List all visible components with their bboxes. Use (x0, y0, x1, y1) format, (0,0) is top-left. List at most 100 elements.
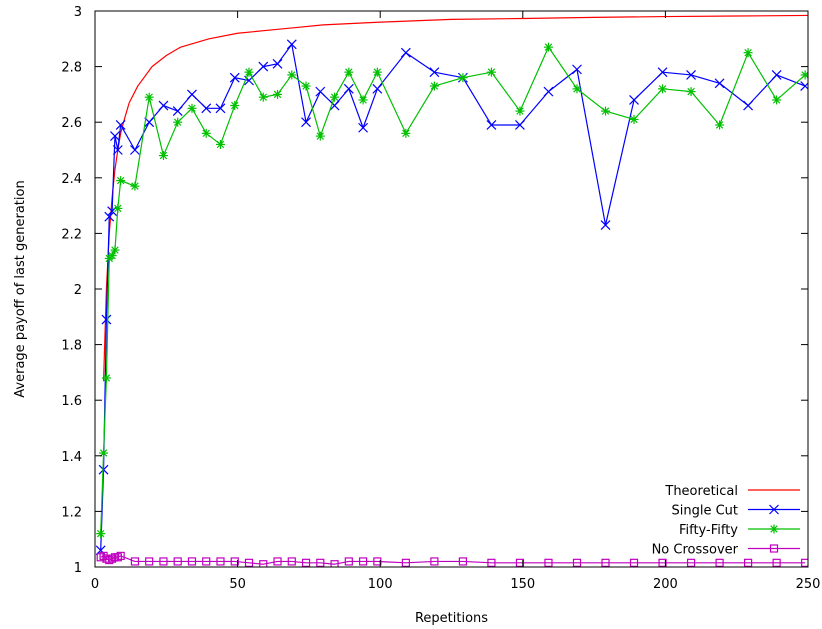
fifty-fifty-point (230, 101, 240, 111)
x-tick-label: 150 (510, 577, 535, 592)
no-crossover-point (130, 557, 140, 566)
single-cut-point (258, 61, 269, 72)
no-crossover-point (401, 558, 410, 567)
y-tick-label: 1.8 (61, 339, 82, 354)
single-cut-point (358, 122, 369, 133)
no-crossover-point (159, 557, 168, 566)
single-cut-point (657, 67, 668, 78)
no-crossover-point (102, 554, 111, 563)
x-tick-label: 100 (368, 577, 393, 592)
no-crossover-point (330, 560, 339, 567)
fifty-fifty-point (658, 84, 668, 94)
fifty-fifty-point (486, 67, 496, 77)
fifty-fifty-point (515, 106, 525, 116)
legend-label: Theoretical (664, 484, 738, 499)
fifty-fifty-point (629, 114, 639, 124)
fifty-fifty-point (287, 70, 297, 80)
y-tick-label: 2.4 (61, 172, 82, 187)
fifty-fifty-point (401, 128, 411, 138)
single-cut-point (158, 100, 169, 111)
no-crossover-line (100, 555, 806, 565)
series-theoretical (102, 14, 808, 381)
fifty-fifty-point (187, 103, 197, 113)
fifty-fifty-point (113, 203, 123, 213)
y-tick-label: 1.6 (61, 394, 82, 409)
legend-label: Single Cut (671, 504, 738, 519)
series-layer (95, 14, 808, 567)
legend-item-no-crossover: No Crossover (652, 543, 800, 558)
no-crossover-point (658, 558, 667, 567)
fifty-fifty-point (130, 181, 140, 191)
fifty-fifty-point (215, 139, 225, 149)
single-cut-point (130, 145, 140, 155)
no-crossover-point (358, 557, 368, 566)
no-crossover-point (301, 558, 311, 567)
fifty-fifty-point (330, 92, 340, 102)
no-crossover-point (259, 560, 268, 567)
x-tick-label: 200 (653, 577, 678, 592)
no-crossover-point (202, 557, 211, 566)
single-cut-point (187, 89, 197, 100)
no-crossover-point (96, 553, 105, 562)
single-cut-point (372, 83, 383, 94)
legend-marker (769, 504, 779, 515)
theoretical-line (102, 14, 808, 381)
no-crossover-point (145, 557, 154, 566)
fifty-fifty-point (686, 87, 696, 97)
single-cut-point (286, 39, 297, 50)
single-cut-point (329, 100, 340, 111)
no-crossover-point (273, 557, 282, 566)
fifty-fifty-point (110, 245, 120, 255)
no-crossover-point (173, 557, 182, 566)
legend-item-single-cut: Single Cut (671, 504, 800, 519)
single-cut-point (543, 86, 554, 97)
single-cut-point (301, 117, 311, 128)
single-cut-point (343, 83, 354, 94)
single-cut-point (686, 70, 696, 80)
single-cut-point (315, 86, 326, 97)
legend-item-fifty-fifty: Fifty-Fifty (679, 523, 800, 538)
fifty-fifty-point (116, 176, 126, 186)
y-axis-title: Average payoff of last generation (13, 180, 28, 397)
series-no-crossover (96, 551, 808, 567)
x-axis-title: Repetitions (415, 611, 488, 626)
fifty-fifty-point (244, 67, 254, 77)
single-cut-point (743, 100, 754, 111)
axes-layer: 0 50 100 150 200 250 1 1.2 1.4 1.6 1.8 2 2.2 2.4 2.6 2.… (61, 5, 820, 592)
series-fifty-fifty (96, 42, 808, 539)
fifty-fifty-point (101, 373, 111, 383)
no-crossover-point (715, 558, 724, 567)
single-cut-point (600, 220, 611, 230)
series-single-cut (95, 39, 808, 556)
fifty-fifty-point (800, 70, 808, 80)
no-crossover-point (287, 557, 296, 566)
y-tick-label: 1.2 (61, 505, 82, 520)
no-crossover-point (772, 558, 781, 567)
fifty-fifty-point (458, 73, 468, 83)
no-crossover-point (187, 557, 197, 566)
legend-marker (769, 524, 779, 534)
fifty-fifty-point (301, 81, 311, 91)
no-crossover-point (487, 558, 496, 567)
single-cut-line (100, 43, 806, 551)
fifty-fifty-point (258, 92, 268, 102)
y-tick-label: 1.4 (61, 450, 82, 465)
fifty-fifty-point (173, 117, 183, 127)
no-crossover-point (113, 553, 122, 562)
y-tick-label: 2.8 (61, 61, 82, 76)
fifty-fifty-point (715, 120, 725, 130)
no-crossover-point (744, 558, 753, 567)
y-tick-label: 1 (74, 561, 82, 576)
legend-item-theoretical: Theoretical (664, 484, 800, 499)
x-tick-label: 50 (229, 577, 246, 592)
legend-label: Fifty-Fifty (679, 523, 738, 538)
single-cut-point (272, 58, 283, 69)
single-cut-point (112, 145, 123, 155)
single-cut-point (172, 106, 183, 117)
fifty-fifty-point (772, 95, 782, 105)
no-crossover-point (244, 558, 254, 567)
fifty-fifty-point (144, 92, 154, 102)
fifty-fifty-point (572, 84, 582, 94)
no-crossover-point (458, 557, 468, 566)
fifty-fifty-line (100, 46, 806, 534)
